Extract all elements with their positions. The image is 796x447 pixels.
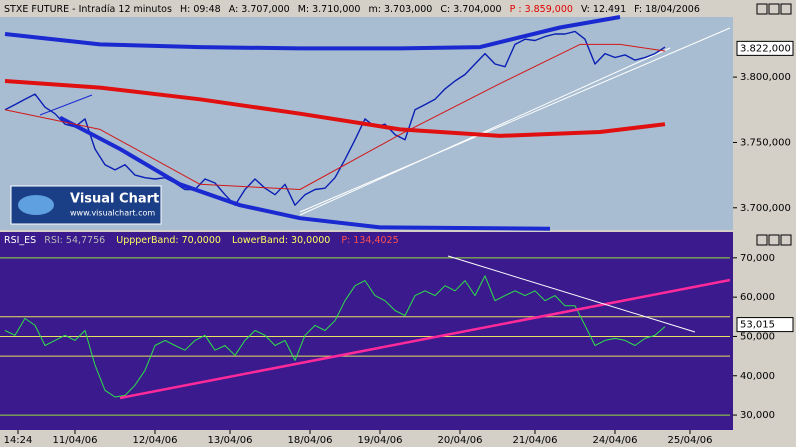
header-field: LowerBand: 30,0000 xyxy=(232,235,330,246)
header-field: RSI: 54,7756 xyxy=(44,235,105,246)
x-tick-label: 13/04/06 xyxy=(208,435,253,446)
x-tick-label: 25/04/06 xyxy=(668,435,713,446)
x-tick-label: 12/04/06 xyxy=(133,435,178,446)
logo: Visual Chart www.visualchart.com xyxy=(10,185,162,225)
series-line xyxy=(4,30,666,206)
y-tick-label: 40,000 xyxy=(740,371,775,382)
series-line xyxy=(4,275,666,398)
y-tick-label: 60,000 xyxy=(740,292,775,303)
logo-title: Visual Chart xyxy=(70,192,159,207)
x-tick-label: 14:24 xyxy=(4,435,33,446)
trend-line xyxy=(299,27,731,213)
series-line xyxy=(4,79,666,138)
series-line xyxy=(4,15,621,51)
minimize-button[interactable] xyxy=(756,234,768,246)
x-tick-label: 21/04/06 xyxy=(513,435,558,446)
window-buttons[interactable] xyxy=(756,234,792,246)
series-line xyxy=(59,115,551,231)
price-header: STXE FUTURE - Intradía 12 minutos H: 09:… xyxy=(4,4,700,15)
header-field: RSI_ES xyxy=(4,235,36,246)
maximize-button[interactable] xyxy=(768,3,780,15)
header-field: UppperBand: 70,0000 xyxy=(116,235,221,246)
header-field: F: 18/04/2006 xyxy=(634,4,700,15)
y-tick-label: 3.700,000 xyxy=(740,203,791,214)
last-value-label: 3.822,000 xyxy=(740,43,791,54)
y-tick-label: 30,000 xyxy=(740,410,775,421)
header-field: A: 3.707,000 xyxy=(229,4,290,15)
header-field: m: 3.703,000 xyxy=(369,4,433,15)
header-field: M: 3.710,000 xyxy=(298,4,361,15)
last-value-box xyxy=(736,40,794,56)
logo-url: www.visualchart.com xyxy=(70,209,155,218)
price-header-bg xyxy=(0,0,796,17)
rsi-plot-bg xyxy=(0,248,733,430)
x-tick-label: 18/04/06 xyxy=(288,435,333,446)
series-line xyxy=(4,43,666,190)
x-tick-label: 19/04/06 xyxy=(358,435,403,446)
maximize-button[interactable] xyxy=(768,234,780,246)
x-tick-label: 11/04/06 xyxy=(53,435,98,446)
last-value-label: 53,015 xyxy=(740,320,775,331)
trend-line xyxy=(119,278,731,400)
y-tick-label: 3.800,000 xyxy=(740,72,791,83)
logo-icon xyxy=(18,195,54,215)
trend-line xyxy=(299,47,671,216)
header-field: P : 3.859,000 xyxy=(510,4,573,15)
trend-line xyxy=(447,255,696,333)
last-value-box xyxy=(736,317,794,333)
close-button[interactable] xyxy=(780,3,792,15)
header-field: V: 12.491 xyxy=(581,4,626,15)
header-field: P: 134,4025 xyxy=(341,235,398,246)
y-tick-label: 70,000 xyxy=(740,253,775,264)
header-field: STXE FUTURE - Intradía 12 minutos xyxy=(4,4,172,15)
rsi-header: RSI_ES RSI: 54,7756 UppperBand: 70,0000 … xyxy=(4,235,399,246)
y-tick-label: 3.750,000 xyxy=(740,137,791,148)
window-buttons[interactable] xyxy=(756,3,792,15)
x-tick-label: 20/04/06 xyxy=(438,435,483,446)
trend-line xyxy=(39,94,93,116)
close-button[interactable] xyxy=(780,234,792,246)
y-tick-label: 50,000 xyxy=(740,331,775,342)
header-field: H: 09:48 xyxy=(180,4,221,15)
header-field: C: 3.704,000 xyxy=(440,4,501,15)
rsi-header-strip xyxy=(0,232,733,248)
x-tick-label: 24/04/06 xyxy=(593,435,638,446)
minimize-button[interactable] xyxy=(756,3,768,15)
